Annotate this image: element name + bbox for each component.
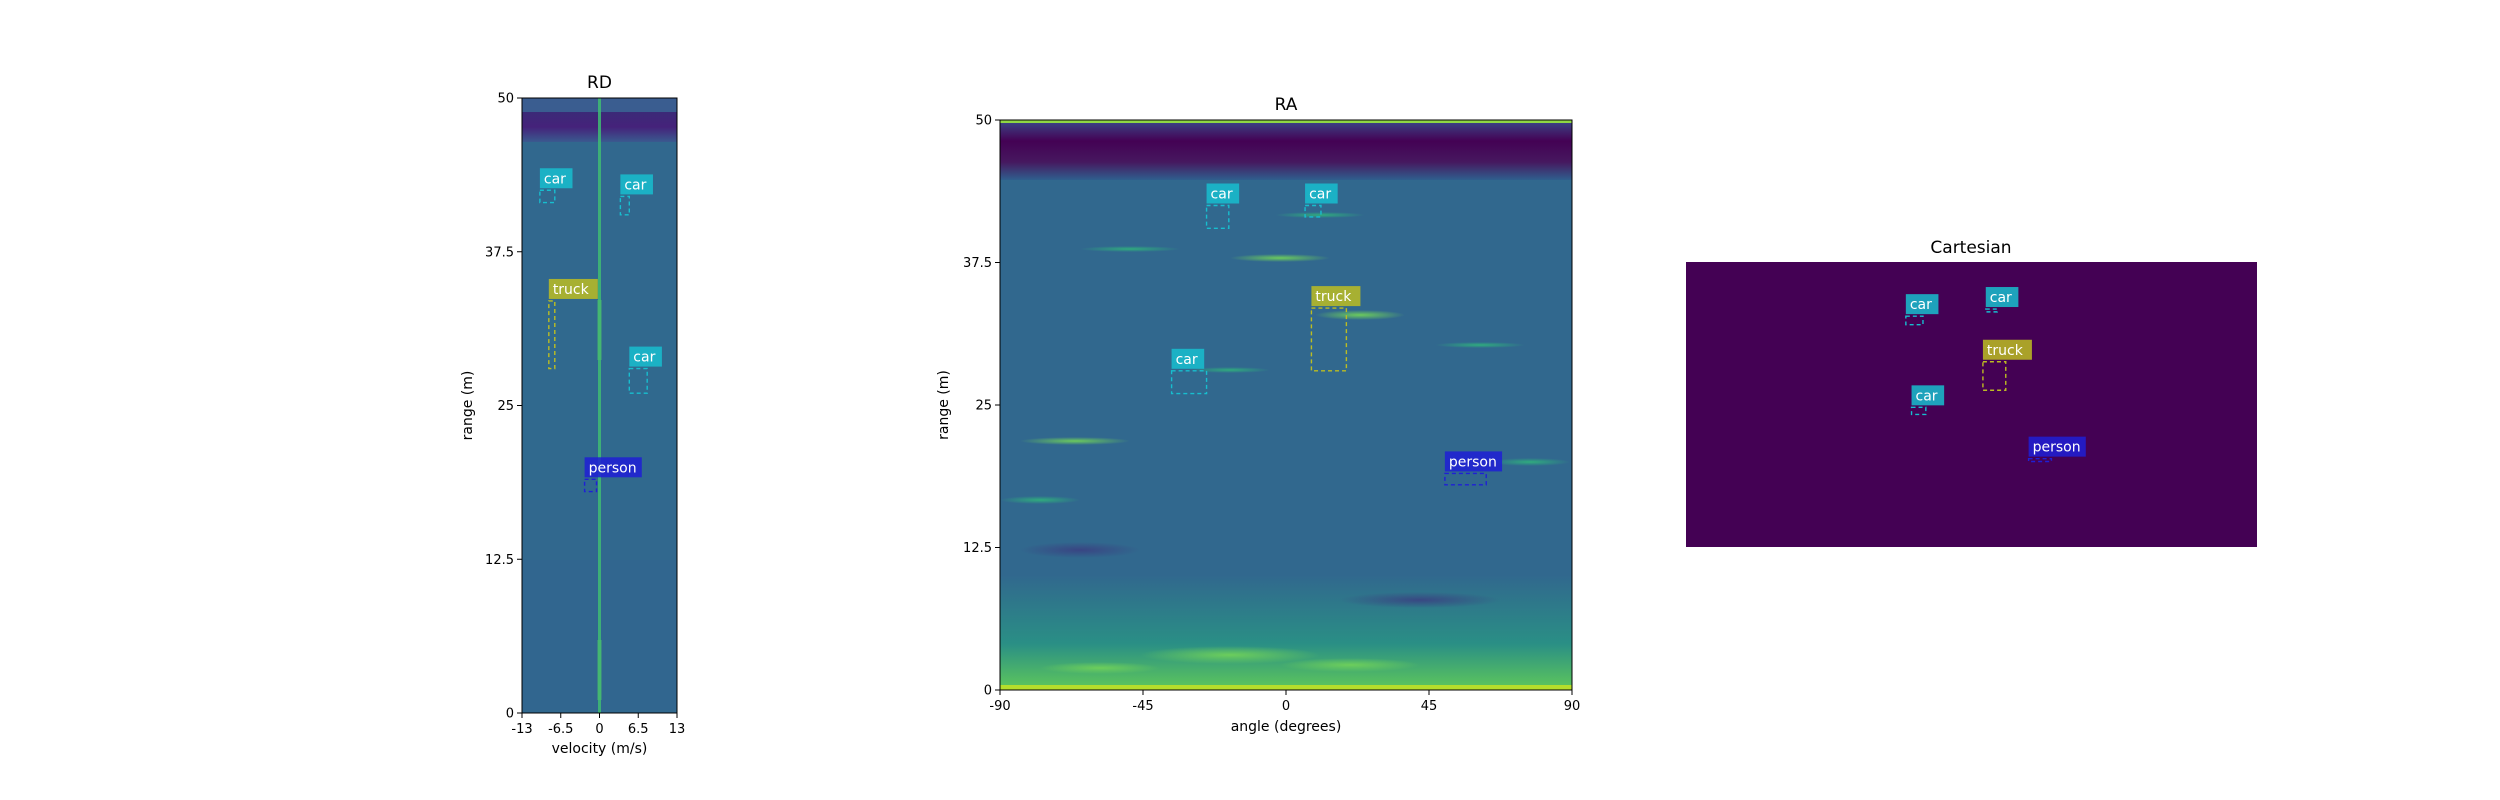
detection-box — [1304, 204, 1322, 218]
ra-ytick-label: 50 — [975, 114, 992, 129]
rd-panel: RD car car truck car person -13 -6.5 0 6.5 13 0 1… — [460, 73, 685, 757]
ra-yaxis: 0 12.5 25 37.5 50 — [963, 114, 1000, 699]
detection-box — [2027, 457, 2053, 463]
rd-xaxis: -13 -6.5 0 6.5 13 — [511, 713, 685, 737]
detection-person[interactable]: person — [2027, 436, 2086, 463]
rd-title: RD — [587, 73, 612, 93]
detection-label: truck — [1315, 289, 1352, 305]
detection-car[interactable]: car — [1304, 183, 1338, 218]
ra-heatmap — [1000, 120, 1572, 690]
ra-ytick-label: 37.5 — [963, 256, 992, 271]
detection-box — [539, 189, 556, 204]
detection-label: car — [1990, 290, 2012, 306]
detection-label: car — [624, 177, 646, 193]
detection-box — [1205, 204, 1230, 229]
ra-xtick-label: 0 — [1282, 699, 1290, 714]
detection-label-bg — [629, 346, 662, 367]
detection-label-bg — [548, 278, 598, 299]
detection-label: car — [1211, 187, 1233, 203]
ra-ylabel: range (m) — [936, 370, 952, 440]
ra-xtick-label: -45 — [1132, 699, 1153, 714]
rd-xtick-label: -13 — [511, 722, 532, 737]
ra-xlabel: angle (degrees) — [1231, 719, 1342, 735]
detection-car[interactable]: car — [539, 168, 573, 204]
detection-label: person — [589, 460, 637, 476]
detection-truck[interactable]: truck — [1982, 339, 2032, 391]
rd-xtick-label: 0 — [595, 722, 603, 737]
ra-ytick-label: 0 — [984, 684, 992, 699]
detection-person[interactable]: person — [583, 457, 642, 493]
detection-label: truck — [1987, 343, 2024, 359]
detection-box — [1444, 472, 1487, 486]
detection-label-bg — [1985, 287, 2019, 308]
detection-label: truck — [553, 282, 590, 298]
detection-label-bg — [584, 457, 642, 478]
detection-car[interactable]: car — [1985, 287, 2019, 313]
detection-label: car — [1916, 388, 1938, 404]
rd-ytick-label: 25 — [497, 399, 514, 414]
detection-car[interactable]: car — [1905, 294, 1939, 326]
detection-label-bg — [1206, 183, 1240, 204]
rd-xtick-label: 13 — [669, 722, 686, 737]
detection-car[interactable]: car — [628, 346, 662, 394]
ra-panel: RA car car truck car person -90 -45 0 45 90 — [936, 95, 1580, 735]
detection-car[interactable]: car — [1910, 385, 1945, 416]
detection-car[interactable]: car — [1205, 183, 1240, 229]
detection-label-bg — [1982, 339, 2032, 360]
detection-label-bg — [1444, 451, 1503, 472]
detection-box — [1910, 406, 1927, 416]
rd-ytick-label: 37.5 — [485, 245, 514, 260]
rd-ylabel: range (m) — [460, 371, 476, 441]
ra-ytick-label: 25 — [975, 399, 992, 414]
rd-ytick-label: 50 — [497, 92, 514, 107]
detection-box — [1170, 370, 1208, 395]
rd-xtick-label: -6.5 — [548, 722, 573, 737]
detection-label-bg — [539, 168, 573, 189]
detection-label: car — [1910, 297, 1932, 313]
ra-xtick-label: -90 — [989, 699, 1010, 714]
detection-label-bg — [1905, 294, 1939, 315]
detection-box — [583, 478, 598, 493]
detection-box — [548, 300, 556, 370]
ra-title: RA — [1275, 95, 1298, 115]
rd-xlabel: velocity (m/s) — [552, 741, 648, 757]
ra-ytick-label: 12.5 — [963, 541, 992, 556]
detection-label: car — [633, 350, 655, 366]
detection-car[interactable]: car — [619, 174, 653, 216]
detection-person[interactable]: person — [1444, 451, 1503, 486]
detection-label: car — [1176, 352, 1198, 368]
cartesian-map — [1686, 262, 2257, 547]
detection-label: car — [544, 171, 566, 187]
detection-box — [1310, 307, 1348, 372]
detection-label: person — [2033, 440, 2081, 456]
detection-box — [1982, 361, 2007, 391]
detection-truck[interactable]: truck — [1310, 286, 1361, 372]
rd-heatmap — [522, 98, 677, 713]
cartesian-title: Cartesian — [1930, 238, 2011, 258]
ra-xtick-label: 90 — [1564, 699, 1581, 714]
rd-xtick-label: 6.5 — [628, 722, 649, 737]
detection-label: car — [1309, 187, 1331, 203]
detection-label-bg — [1171, 348, 1205, 369]
detection-box — [619, 195, 631, 216]
detection-label-bg — [2028, 436, 2086, 457]
detection-label-bg — [1305, 183, 1338, 204]
ra-xtick-label: 45 — [1421, 699, 1438, 714]
ra-xaxis: -90 -45 0 45 90 — [989, 690, 1580, 714]
detection-box — [1905, 315, 1924, 326]
rd-ytick-label: 0 — [506, 707, 514, 722]
detection-label-bg — [620, 174, 653, 195]
rd-yaxis: 0 12.5 25 37.5 50 — [485, 92, 522, 722]
detection-car[interactable]: car — [1170, 348, 1208, 395]
detection-truck[interactable]: truck — [548, 278, 598, 370]
detection-label-bg — [1311, 286, 1361, 307]
cartesian-panel: Cartesian car car truck car person — [1686, 238, 2257, 547]
detection-label-bg — [1911, 385, 1945, 406]
rd-ytick-label: 12.5 — [485, 553, 514, 568]
detection-label: person — [1449, 454, 1497, 470]
detection-box — [628, 367, 648, 394]
